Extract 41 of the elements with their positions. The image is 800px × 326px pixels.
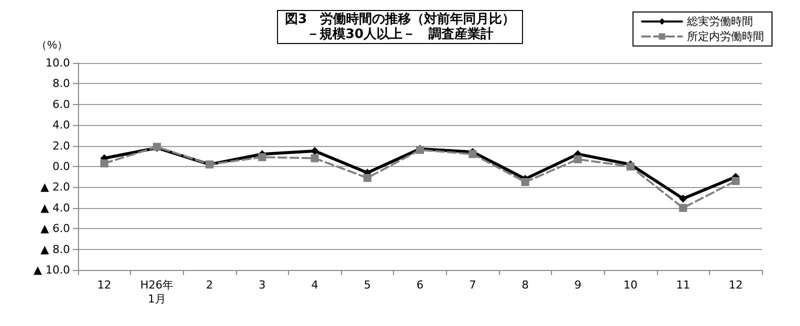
chart-subtitle: －規模30人以上－ 調査産業計 xyxy=(306,26,494,42)
point xyxy=(574,155,582,164)
x-tick-label: 11 xyxy=(676,278,690,292)
x-tick-label: 5 xyxy=(364,278,371,292)
point xyxy=(626,162,634,170)
y-tick-label: 6.0 xyxy=(52,98,70,111)
point xyxy=(363,174,372,182)
x-tick-label: 12 xyxy=(97,278,112,292)
point xyxy=(468,150,477,158)
y-tick-label: 8.0 xyxy=(52,77,70,90)
legend-label: 所定内労働時間 xyxy=(687,30,764,43)
point xyxy=(679,194,688,203)
point xyxy=(679,204,688,212)
x-tick-label: 4 xyxy=(311,278,318,292)
chart-title: 図3 労働時間の推移（対前年同月比） xyxy=(284,11,516,27)
point xyxy=(521,178,530,186)
x-tick-label: H26年 1月 xyxy=(140,278,174,306)
x-tick-label: 2 xyxy=(206,278,214,292)
legend-label: 総実労働時間 xyxy=(686,15,753,28)
y-tick-label: ▲ 8.0 xyxy=(40,242,70,256)
x-tick-label: 7 xyxy=(469,278,476,292)
x-tick-label: 3 xyxy=(258,278,266,292)
y-tick-label: ▲ 4.0 xyxy=(40,201,70,214)
x-tick-label: 6 xyxy=(416,278,424,292)
x-tick-label: 8 xyxy=(522,278,529,292)
y-tick-label: 4.0 xyxy=(52,118,70,132)
y-tick-label: 0.0 xyxy=(52,160,70,173)
point xyxy=(732,176,740,185)
x-tick-label: 12 xyxy=(728,278,743,292)
x-tick-label: 10 xyxy=(623,278,638,292)
x-tick-label: 9 xyxy=(574,278,582,292)
point xyxy=(310,146,319,155)
y-tick-label: ▲ 10.0 xyxy=(34,264,70,276)
y-tick-label: 10.0 xyxy=(46,56,70,70)
point xyxy=(100,159,108,168)
y-tick-label: ▲ 2.0 xyxy=(40,180,70,194)
point xyxy=(258,153,266,162)
y-tick-label: 2.0 xyxy=(52,139,70,152)
point xyxy=(310,154,319,162)
y-tick-label: ▲ 6.0 xyxy=(40,222,70,236)
y-axis-title: （%） xyxy=(36,40,68,52)
